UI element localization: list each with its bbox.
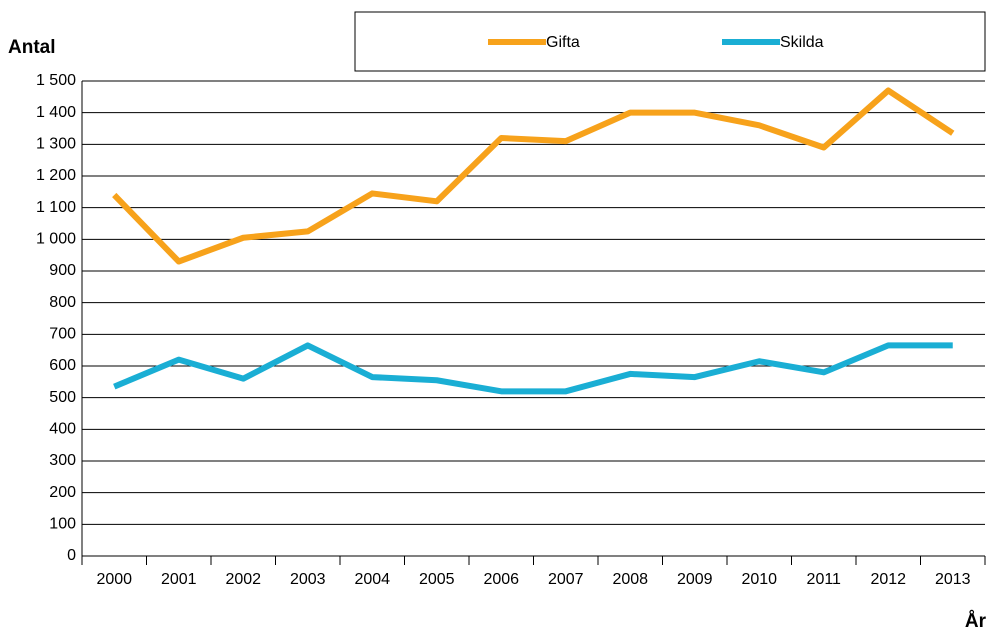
x-tick-label: 2005	[419, 571, 455, 588]
x-tick-label: 2000	[96, 571, 132, 588]
y-tick-label: 1 500	[36, 72, 76, 89]
y-tick-label: 0	[67, 547, 76, 564]
legend-label: Gifta	[546, 34, 580, 51]
x-tick-label: 2013	[935, 571, 971, 588]
y-tick-label: 1 300	[36, 136, 76, 153]
legend-box	[354, 11, 986, 72]
x-tick-label: 2004	[354, 571, 390, 588]
x-axis-label: År	[965, 611, 987, 632]
x-tick-label: 2009	[677, 571, 713, 588]
y-tick-label: 200	[49, 484, 76, 501]
x-tick-label: 2001	[161, 571, 197, 588]
y-tick-label: 300	[49, 452, 76, 469]
y-tick-label: 100	[49, 516, 76, 533]
x-tick-label: 2012	[870, 571, 906, 588]
x-tick-label: 2006	[483, 571, 519, 588]
x-tick-label: 2011	[807, 571, 842, 588]
y-tick-label: 1 200	[36, 167, 76, 184]
y-tick-label: 800	[49, 294, 76, 311]
y-tick-label: 400	[49, 421, 76, 438]
legend-label: Skilda	[780, 34, 824, 51]
x-tick-label: 2007	[548, 571, 584, 588]
y-axis-label: Antal	[8, 37, 56, 58]
y-tick-label: 600	[49, 357, 76, 374]
y-tick-label: 700	[49, 326, 76, 343]
x-tick-label: 2002	[225, 571, 261, 588]
x-tick-label: 2008	[612, 571, 648, 588]
y-tick-label: 1 100	[36, 199, 76, 216]
y-tick-label: 900	[49, 262, 76, 279]
line-series	[113, 342, 953, 395]
y-tick-label: 500	[49, 389, 76, 406]
x-tick-label: 2003	[290, 571, 326, 588]
y-tick-label: 1 400	[36, 104, 76, 121]
x-tick-label: 2010	[741, 571, 777, 588]
y-tick-label: 1 000	[36, 231, 76, 248]
line-series	[112, 87, 955, 265]
